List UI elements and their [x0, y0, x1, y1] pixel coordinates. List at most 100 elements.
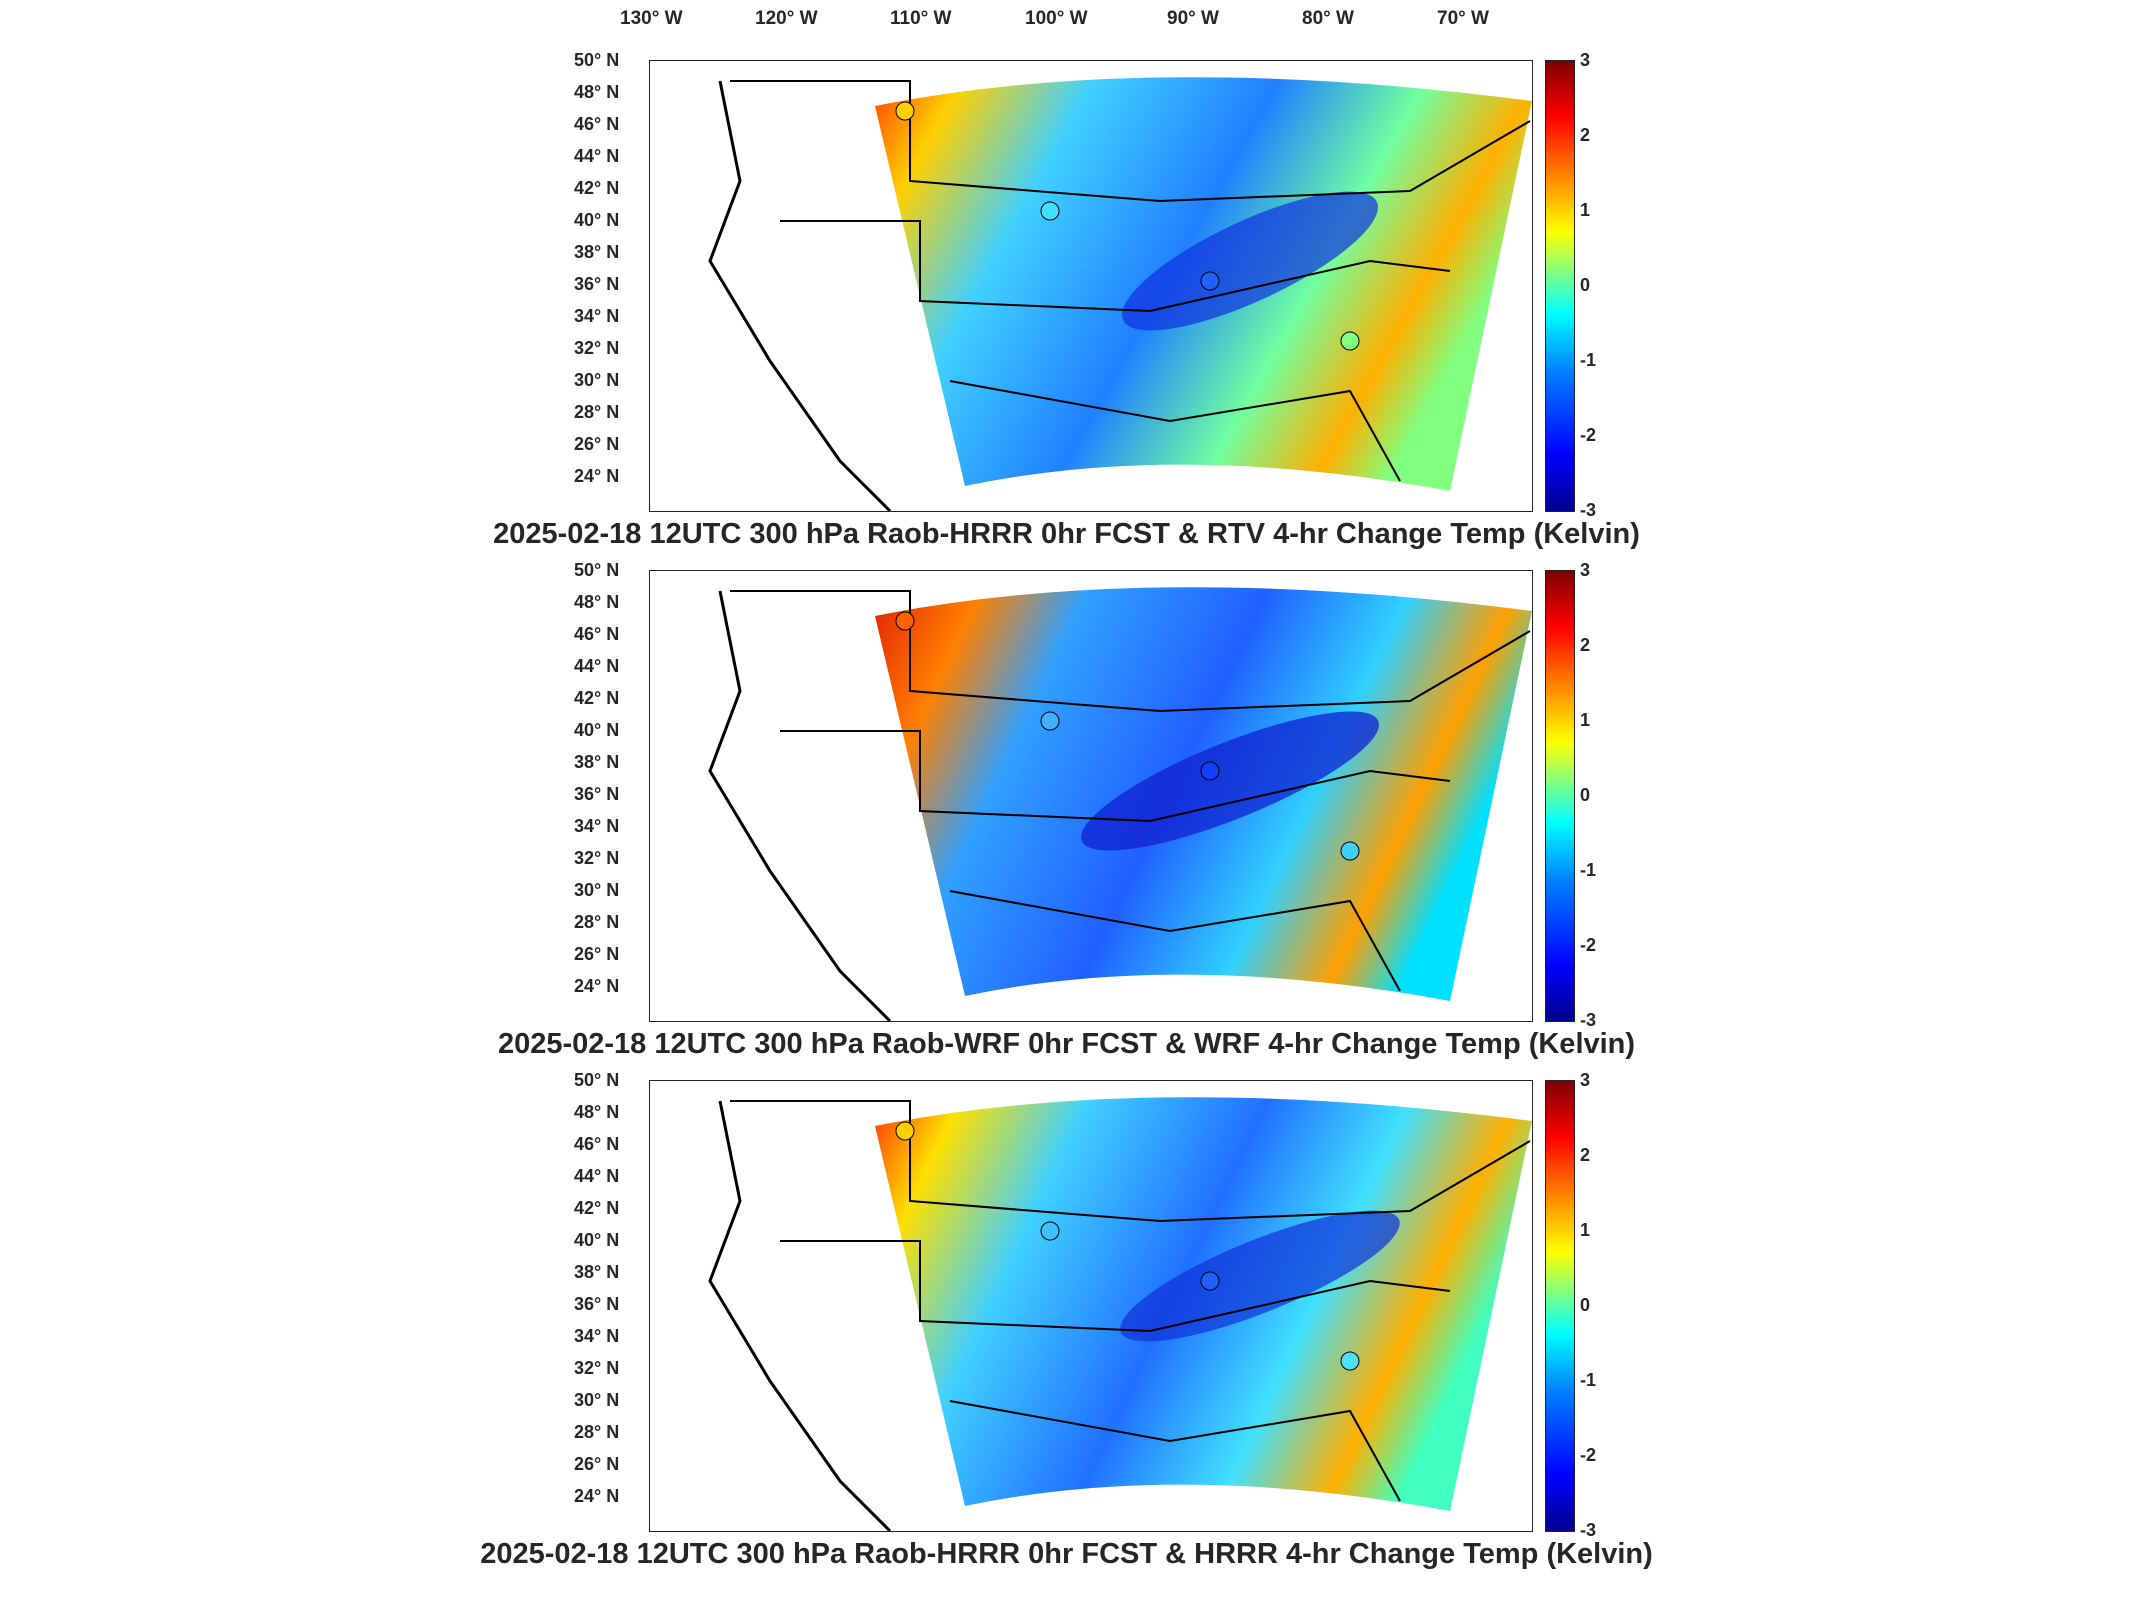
lon-label: 100° W	[1025, 8, 1088, 29]
lat-label: 28° N	[574, 912, 620, 932]
border	[730, 1100, 1531, 1223]
lat-label: 36° N	[574, 784, 620, 804]
lat-label: 44° N	[574, 146, 620, 166]
lat-label: 30° N	[574, 370, 620, 390]
colorbar-tick: 0	[1580, 1295, 1591, 1315]
raob-station	[895, 1121, 915, 1141]
gulf-coast	[949, 1400, 1401, 1502]
map-panel-2: 3 2 1 0 -1 -2 -3 50° N 48° N 46° N 44° N…	[0, 560, 2133, 1082]
colorbar-tick: 1	[1580, 710, 1591, 730]
coastline	[708, 80, 892, 511]
colorbar-tick: 1	[1580, 200, 1591, 220]
lat-label: 50° N	[574, 560, 620, 580]
lat-label: 50° N	[574, 1070, 620, 1090]
longitude-axis-labels: 130° W 120° W 110° W 100° W 90° W 80° W …	[0, 0, 2133, 40]
lon-label: 110° W	[890, 8, 952, 29]
border	[730, 590, 1531, 713]
lat-label: 40° N	[574, 1230, 620, 1250]
colorbar-tick: -1	[1580, 860, 1597, 880]
lat-label: 44° N	[574, 1166, 620, 1186]
lat-label: 48° N	[574, 82, 620, 102]
lat-label: 34° N	[574, 816, 620, 836]
colorbar-tick: -1	[1580, 350, 1597, 370]
lon-label: 70° W	[1437, 8, 1489, 29]
raob-station	[1040, 201, 1060, 221]
colorbar-tick: -3	[1580, 1520, 1597, 1540]
raob-station	[1040, 711, 1060, 731]
colorbar-tick: -3	[1580, 500, 1597, 520]
colorbar-tick: 0	[1580, 275, 1591, 295]
map-frame	[649, 60, 1533, 512]
lat-label: 50° N	[574, 50, 620, 70]
map-frame	[649, 570, 1533, 1022]
lat-label: 38° N	[574, 1262, 620, 1282]
lat-label: 36° N	[574, 1294, 620, 1314]
lon-label: 130° W	[620, 8, 683, 29]
lat-label: 44° N	[574, 656, 620, 676]
colorbar-tick: 2	[1580, 125, 1591, 145]
lat-label: 30° N	[574, 880, 620, 900]
lat-label: 28° N	[574, 1422, 620, 1442]
colorbar	[1545, 60, 1575, 512]
lat-label: 30° N	[574, 1390, 620, 1410]
panel-title: 2025-02-18 12UTC 300 hPa Raob-WRF 0hr FC…	[497, 1028, 1636, 1060]
lat-label: 38° N	[574, 242, 620, 262]
lat-label: 28° N	[574, 402, 620, 422]
state-lines	[780, 730, 1451, 823]
lat-label: 24° N	[574, 1486, 620, 1506]
gulf-coast	[949, 380, 1401, 482]
lat-label: 26° N	[574, 434, 620, 454]
lat-label: 32° N	[574, 848, 620, 868]
lat-label: 48° N	[574, 592, 620, 612]
border	[730, 80, 1531, 203]
lat-label: 32° N	[574, 338, 620, 358]
colorbar-tick: -1	[1580, 1370, 1597, 1390]
map-frame	[649, 1080, 1533, 1532]
lat-label: 40° N	[574, 720, 620, 740]
map-panel-1: 3 2 1 0 -1 -2 -3 50° N 48° N 46° N 44° N…	[0, 50, 2133, 572]
colorbar-tick: 2	[1580, 1145, 1591, 1165]
state-lines	[780, 220, 1451, 313]
lat-label: 32° N	[574, 1358, 620, 1378]
lat-label: 42° N	[574, 1198, 620, 1218]
colorbar-tick: -3	[1580, 1010, 1597, 1030]
raob-station	[1200, 761, 1220, 781]
coastline	[708, 590, 892, 1021]
lat-label: 46° N	[574, 114, 620, 134]
raob-station	[895, 611, 915, 631]
raob-station	[1200, 1271, 1220, 1291]
lat-label: 40° N	[574, 210, 620, 230]
colorbar-tick: 1	[1580, 1220, 1591, 1240]
raob-station	[1340, 841, 1360, 861]
panel-title: 2025-02-18 12UTC 300 hPa Raob-HRRR 0hr F…	[493, 518, 1640, 550]
lat-label: 26° N	[574, 1454, 620, 1474]
lat-label: 42° N	[574, 688, 620, 708]
cold-anomaly	[1120, 1210, 1400, 1342]
temperature-map	[708, 77, 1532, 511]
lat-label: 48° N	[574, 1102, 620, 1122]
colorbar	[1545, 570, 1575, 1022]
colorbar-tick: 3	[1580, 50, 1591, 70]
cold-anomaly	[1121, 191, 1379, 331]
lat-label: 34° N	[574, 306, 620, 326]
lon-label: 120° W	[755, 8, 818, 29]
state-lines	[780, 1240, 1451, 1333]
colorbar	[1545, 1080, 1575, 1532]
gulf-coast	[949, 890, 1401, 992]
colorbar-tick: 3	[1580, 1070, 1591, 1090]
lat-label: 24° N	[574, 976, 620, 996]
lon-label: 80° W	[1302, 8, 1354, 29]
coastline	[708, 1100, 892, 1531]
lat-label: 34° N	[574, 1326, 620, 1346]
raob-station	[1040, 1221, 1060, 1241]
lat-label: 42° N	[574, 178, 620, 198]
colorbar-tick: -2	[1580, 935, 1597, 955]
map-panel-3: 3 2 1 0 -1 -2 -3 50° N 48° N 46° N 44° N…	[0, 1070, 2133, 1592]
lat-label: 36° N	[574, 274, 620, 294]
lat-label: 38° N	[574, 752, 620, 772]
lat-label: 26° N	[574, 944, 620, 964]
temperature-map	[708, 1097, 1532, 1531]
panel-title: 2025-02-18 12UTC 300 hPa Raob-HRRR 0hr F…	[480, 1538, 1653, 1570]
colorbar-tick: 3	[1580, 560, 1591, 580]
raob-station	[895, 101, 915, 121]
